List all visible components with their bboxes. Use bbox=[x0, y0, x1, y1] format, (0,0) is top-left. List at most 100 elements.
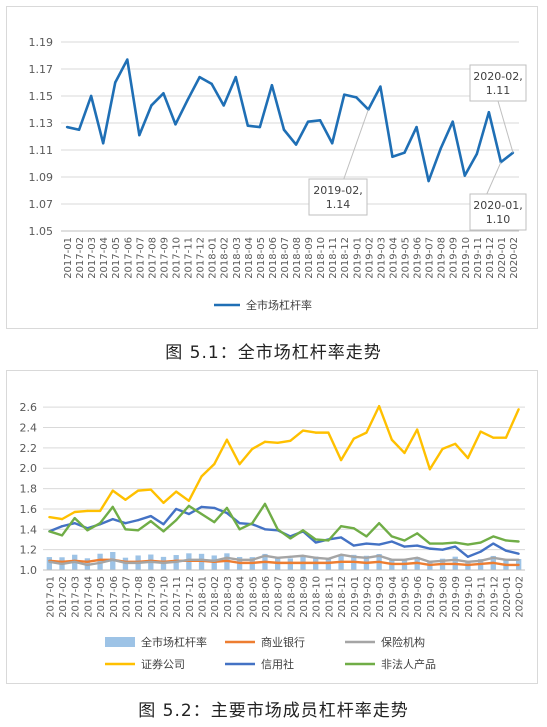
data-point bbox=[73, 517, 76, 520]
data-point bbox=[475, 152, 479, 156]
data-point bbox=[213, 521, 216, 524]
data-point bbox=[238, 528, 241, 531]
data-point bbox=[314, 561, 317, 564]
x-tick-label: 2017-08 bbox=[147, 237, 158, 279]
x-tick-label: 2017-01 bbox=[45, 576, 56, 618]
data-point bbox=[479, 550, 482, 553]
data-point bbox=[111, 489, 114, 492]
data-point bbox=[306, 120, 310, 123]
data-point bbox=[451, 120, 454, 123]
legend-swatch bbox=[105, 637, 135, 647]
x-tick-label: 2018-12 bbox=[337, 576, 348, 618]
data-point bbox=[378, 543, 381, 546]
data-point bbox=[258, 125, 262, 129]
data-point bbox=[391, 155, 394, 158]
data-point bbox=[73, 560, 76, 563]
data-point bbox=[327, 431, 330, 434]
data-point bbox=[517, 563, 520, 567]
y-tick-label: 2.6 bbox=[20, 401, 38, 414]
data-point bbox=[479, 430, 482, 433]
data-point bbox=[77, 128, 81, 131]
data-point bbox=[454, 541, 457, 544]
x-tick-label: 2018-09 bbox=[299, 576, 310, 618]
data-point bbox=[339, 536, 343, 539]
data-point bbox=[479, 559, 482, 562]
data-point bbox=[403, 151, 406, 154]
data-point bbox=[251, 561, 254, 564]
x-tick-label: 2018-03 bbox=[232, 237, 243, 279]
data-point bbox=[276, 441, 279, 444]
data-point bbox=[276, 561, 279, 564]
x-tick-label: 2019-03 bbox=[375, 576, 386, 618]
x-tick-label: 2018-03 bbox=[223, 576, 234, 618]
data-point bbox=[175, 507, 178, 511]
data-point bbox=[213, 559, 216, 562]
data-point bbox=[378, 522, 381, 525]
data-point bbox=[225, 511, 229, 515]
data-point bbox=[137, 489, 140, 492]
y-tick-label: 1.0 bbox=[20, 564, 38, 577]
data-point bbox=[390, 438, 393, 441]
series-line-1 bbox=[49, 553, 519, 567]
data-point bbox=[86, 560, 89, 563]
data-point bbox=[263, 554, 267, 557]
data-point bbox=[225, 438, 229, 441]
data-point bbox=[355, 96, 358, 99]
y-tick-label: 1.07 bbox=[29, 198, 54, 211]
data-point bbox=[238, 522, 241, 525]
data-point bbox=[225, 556, 229, 559]
leverage-chart-panel: 1.05 1.07 1.09 1.11 1.13 1.15 1.17 1.19 2017-01 2… bbox=[6, 6, 538, 329]
data-point bbox=[352, 555, 355, 558]
series-line-4 bbox=[48, 502, 519, 546]
data-point bbox=[149, 514, 152, 518]
data-point bbox=[213, 463, 216, 466]
data-point bbox=[48, 515, 51, 519]
data-point bbox=[365, 556, 368, 559]
data-point bbox=[378, 554, 381, 557]
data-point bbox=[162, 92, 165, 95]
y-tick-label: 1.6 bbox=[20, 503, 38, 516]
x-tick-label: 2017-09 bbox=[159, 237, 170, 279]
data-point bbox=[318, 119, 322, 122]
data-point bbox=[365, 561, 368, 564]
members-chart-panel: 1.0 1.2 1.4 1.6 1.8 2.0 2.2 2.4 2.6 2017-01 2017-0… bbox=[6, 370, 538, 684]
x-tick-label: 2019-04 bbox=[388, 576, 399, 618]
x-tick-label: 2018-06 bbox=[261, 576, 272, 618]
data-point bbox=[403, 545, 406, 548]
data-point bbox=[390, 562, 393, 565]
x-tick-label: 2017-04 bbox=[99, 237, 110, 279]
x-tick-label: 2018-06 bbox=[268, 237, 279, 279]
data-point bbox=[187, 499, 190, 502]
data-point bbox=[379, 85, 382, 88]
legend-label: 证券公司 bbox=[141, 657, 185, 671]
y-tick-label: 2.2 bbox=[20, 442, 38, 455]
data-point bbox=[251, 522, 254, 525]
x-tick-label: 2020-01 bbox=[497, 237, 508, 279]
x-tick-label: 2017-10 bbox=[172, 237, 183, 279]
data-point bbox=[466, 543, 470, 546]
data-point bbox=[198, 75, 201, 79]
data-point bbox=[251, 447, 254, 450]
data-point bbox=[210, 82, 213, 86]
data-point bbox=[162, 523, 165, 526]
data-point bbox=[517, 408, 520, 411]
x-tick-label: 2017-03 bbox=[87, 237, 98, 279]
data-point bbox=[416, 428, 419, 431]
data-point bbox=[365, 431, 368, 434]
annotation-box bbox=[308, 178, 368, 216]
data-point bbox=[416, 532, 419, 535]
bar bbox=[325, 558, 332, 570]
data-point bbox=[187, 504, 190, 507]
x-tick-label: 2018-01 bbox=[198, 576, 209, 618]
x-tick-label: 2018-11 bbox=[328, 237, 339, 279]
data-point bbox=[454, 562, 457, 565]
data-point bbox=[327, 539, 330, 542]
y-tick-label: 1.09 bbox=[29, 171, 54, 184]
data-point bbox=[378, 560, 381, 563]
x-tick-label: 2019-08 bbox=[437, 237, 448, 279]
x-tick-label: 2017-10 bbox=[160, 576, 171, 618]
data-point bbox=[200, 505, 203, 509]
x-tick-label: 2018-09 bbox=[304, 237, 315, 279]
